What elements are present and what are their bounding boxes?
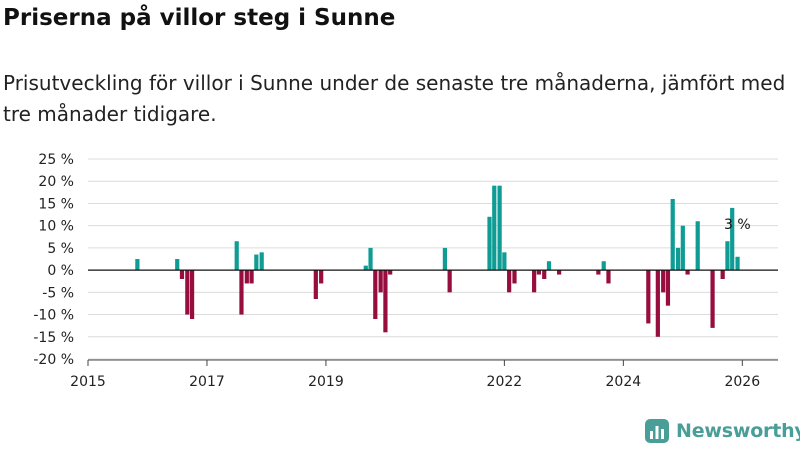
- bar-negative: [388, 270, 393, 275]
- labels: -20 % -15 % -10 % -5 % 0 % 5 % 10 % 15 % 20 % 25 …: [33, 152, 760, 390]
- bar-positive: [135, 259, 140, 271]
- bars: [135, 185, 740, 337]
- bar-chart-icon: [645, 419, 669, 443]
- y-tick-label: -20 %: [33, 352, 74, 368]
- x-tick-label: 2017: [189, 374, 225, 390]
- y-tick-label: -5 %: [42, 285, 74, 301]
- bar-positive: [730, 207, 735, 271]
- bar-positive: [259, 252, 264, 271]
- bar-positive: [546, 261, 552, 271]
- bar-negative: [655, 270, 660, 337]
- bar-negative: [512, 270, 517, 284]
- x-tick-label: 2024: [606, 374, 642, 390]
- bar-negative: [557, 270, 562, 275]
- bar-positive: [487, 216, 492, 271]
- bar-negative: [378, 270, 383, 293]
- bar-negative: [244, 270, 249, 284]
- bar-positive: [735, 256, 740, 271]
- bar-negative: [685, 270, 690, 275]
- bar-positive: [363, 265, 368, 271]
- bar-negative: [507, 270, 512, 293]
- bar-positive: [234, 241, 239, 271]
- bar-negative: [383, 270, 388, 333]
- y-tick-label: 5 %: [47, 241, 74, 257]
- bar-positive: [254, 254, 259, 271]
- bar-negative: [249, 270, 254, 284]
- x-tick-label: 2022: [487, 374, 523, 390]
- bar-positive: [680, 225, 685, 271]
- y-tick-label: 25 %: [38, 152, 74, 168]
- bar-negative: [710, 270, 715, 328]
- bar-negative: [179, 270, 185, 279]
- axes: [87, 269, 778, 366]
- bar-negative: [606, 270, 611, 284]
- y-tick-label: -15 %: [33, 330, 74, 346]
- bar-negative: [313, 270, 318, 299]
- y-tick-label: 20 %: [38, 174, 74, 190]
- bar-positive: [368, 247, 373, 271]
- x-tick-label: 2026: [724, 374, 760, 390]
- bar-negative: [720, 270, 725, 279]
- bar-negative: [239, 270, 244, 315]
- bar-negative: [319, 270, 324, 284]
- bar-negative: [542, 270, 547, 279]
- bar-positive: [601, 261, 606, 271]
- bar-negative: [189, 270, 195, 319]
- data-label: 3 %: [724, 217, 751, 233]
- brand-name: Newsworthy: [676, 420, 800, 442]
- bar-positive: [497, 185, 502, 271]
- bar-positive: [175, 259, 180, 271]
- bar-positive: [675, 247, 681, 271]
- bar-negative: [373, 270, 378, 319]
- x-tick-label: 2019: [308, 374, 344, 390]
- bar-negative: [536, 270, 541, 275]
- y-tick-label: 0 %: [47, 263, 74, 279]
- y-tick-label: 10 %: [38, 219, 74, 235]
- page-subtitle: Prisutveckling för villor i Sunne under …: [3, 71, 786, 126]
- bar-positive: [725, 241, 730, 271]
- x-tick-label: 2015: [70, 374, 106, 390]
- bar-positive: [442, 247, 447, 271]
- bar-negative: [661, 270, 666, 293]
- bar-negative: [532, 270, 537, 293]
- bar-negative: [646, 270, 651, 324]
- bar-negative: [447, 270, 452, 293]
- bar-negative: [185, 270, 190, 315]
- page-title: Priserna på villor steg i Sunne: [3, 5, 396, 31]
- y-tick-label: -10 %: [33, 308, 74, 324]
- bar-positive: [492, 185, 497, 271]
- newsworthy-logo: Newsworthy: [644, 418, 800, 444]
- bar-positive: [502, 252, 507, 271]
- y-tick-label: 15 %: [38, 196, 74, 212]
- bar-positive: [695, 221, 700, 271]
- bar-positive: [670, 199, 675, 271]
- bar-negative: [665, 270, 671, 306]
- bar-negative: [596, 270, 601, 275]
